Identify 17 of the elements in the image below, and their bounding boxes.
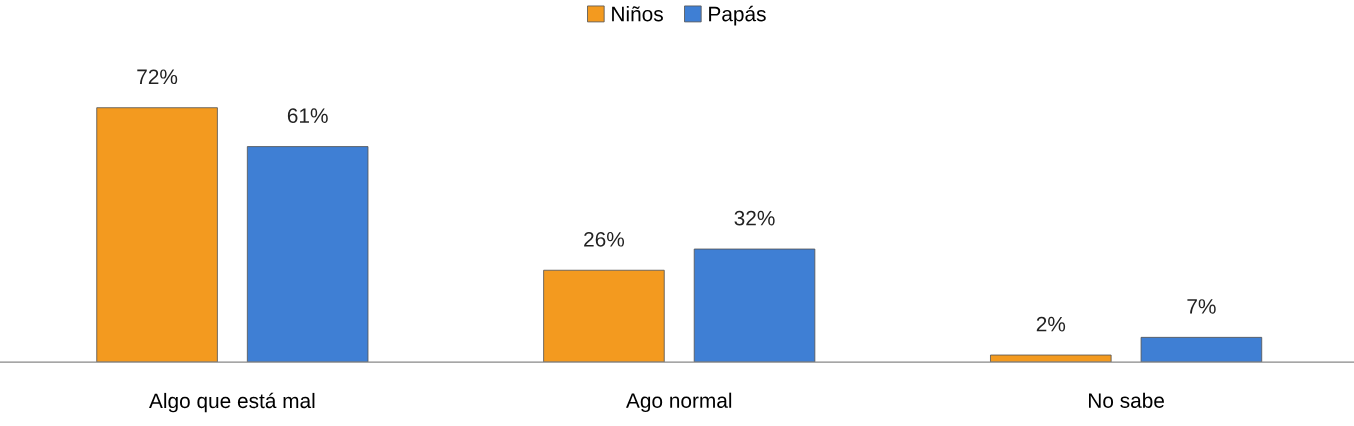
bar bbox=[96, 107, 218, 363]
bar bbox=[693, 248, 816, 363]
x-tick-label: No sabe bbox=[1089, 392, 1164, 408]
bar bbox=[543, 269, 665, 363]
bar bbox=[1140, 336, 1263, 363]
x-tick-label: Ago normal bbox=[626, 392, 732, 413]
data-label: 72% bbox=[137, 69, 178, 85]
data-label: 32% bbox=[734, 210, 775, 226]
data-label: 61% bbox=[287, 108, 328, 124]
legend-label: Niños bbox=[612, 6, 663, 22]
x-tick-label: Algo que está mal bbox=[149, 392, 315, 413]
bar bbox=[990, 354, 1112, 363]
data-label: 26% bbox=[584, 231, 625, 247]
legend-label: Papás bbox=[709, 5, 766, 26]
bar bbox=[246, 146, 369, 363]
data-label: 7% bbox=[1187, 299, 1216, 314]
data-label: 2% bbox=[1036, 316, 1066, 332]
